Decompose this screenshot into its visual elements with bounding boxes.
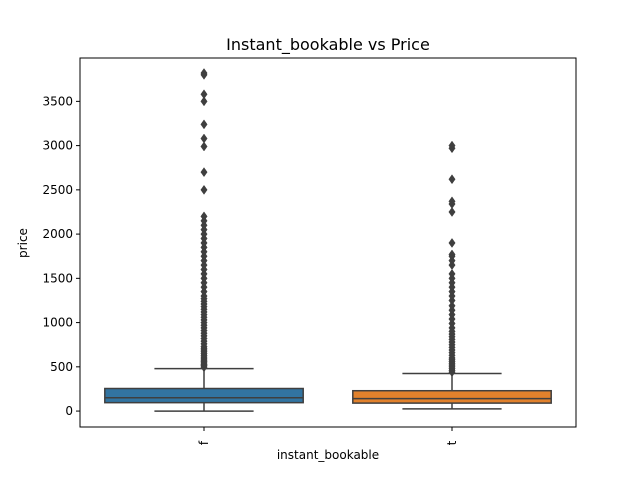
- outlier-point: [448, 238, 456, 248]
- outlier-point: [200, 133, 208, 144]
- x-axis-label: instant_bookable: [277, 448, 379, 462]
- plot-area: 0 500 1000 1500 2000 2500 3000 3500 f t: [42, 68, 552, 445]
- outlier-point: [200, 184, 208, 195]
- y-tick-label: 2500: [42, 183, 73, 197]
- outlier-point: [448, 140, 456, 151]
- plot-frame: [79, 57, 577, 428]
- y-tick-label: 3500: [42, 94, 73, 108]
- outlier-point: [200, 89, 208, 100]
- y-tick-label: 1000: [42, 316, 73, 330]
- box-group-f: [104, 68, 304, 412]
- outlier-point: [200, 119, 208, 130]
- y-tick-label: 1500: [42, 271, 73, 285]
- iqr-box: [352, 389, 552, 404]
- outlier-point: [200, 68, 208, 78]
- outlier-point: [200, 167, 208, 178]
- outlier-point: [200, 211, 208, 222]
- iqr-box: [104, 387, 304, 404]
- outlier-point: [200, 96, 208, 107]
- y-tick-label: 500: [50, 360, 73, 374]
- outlier-point: [448, 268, 456, 279]
- outlier-point: [448, 300, 456, 311]
- outlier-point: [448, 196, 456, 207]
- y-axis-label: price: [16, 228, 30, 258]
- y-tick-label: 0: [65, 404, 73, 418]
- outlier-point: [200, 141, 208, 152]
- x-tick-label: t: [445, 440, 459, 445]
- x-tick-label: f: [197, 440, 211, 445]
- y-tick-label: 3000: [42, 139, 73, 153]
- chart-title: Instant_bookable vs Price: [226, 35, 430, 55]
- outlier-point: [448, 249, 456, 260]
- outlier-point: [448, 207, 456, 217]
- outlier-point: [448, 174, 456, 185]
- y-tick-label: 2000: [42, 227, 73, 241]
- box-group-t: [352, 140, 552, 410]
